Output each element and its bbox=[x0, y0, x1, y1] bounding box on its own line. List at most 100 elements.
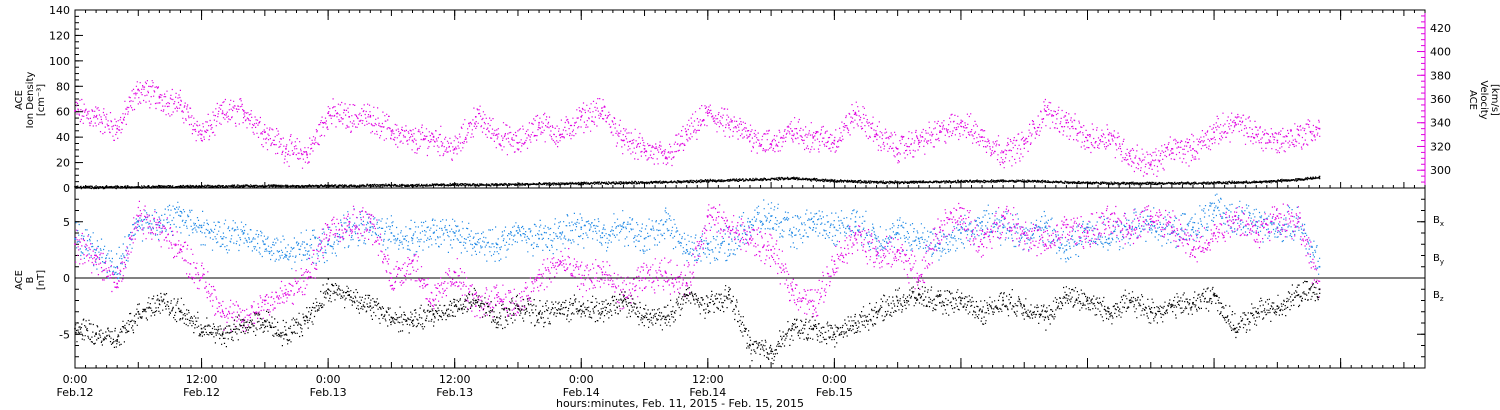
legend-bz-sub: z bbox=[1440, 295, 1444, 303]
velocity-point bbox=[1234, 121, 1236, 124]
velocity-point bbox=[1297, 133, 1300, 136]
x-time-label: 12:00 bbox=[186, 373, 218, 386]
bx-point bbox=[517, 305, 519, 307]
by-point bbox=[1276, 226, 1279, 229]
density-point bbox=[960, 180, 962, 182]
bx-point bbox=[812, 327, 815, 330]
bx-point bbox=[1297, 294, 1300, 296]
x-time-label: 0:00 bbox=[316, 373, 341, 386]
bx-point bbox=[327, 288, 329, 291]
by-point bbox=[116, 265, 118, 268]
velocity-axis-title: ACE bbox=[1467, 90, 1478, 110]
velocity-point bbox=[1023, 143, 1026, 145]
bz-point bbox=[158, 226, 161, 229]
density-point bbox=[496, 183, 498, 185]
by-point bbox=[1044, 226, 1047, 229]
velocity-point bbox=[664, 157, 667, 160]
velocity-tick-label: 380 bbox=[1430, 69, 1451, 82]
velocity-point bbox=[580, 116, 583, 118]
density-axis-title: [cm⁻³] bbox=[36, 84, 47, 116]
by-point bbox=[74, 237, 76, 240]
velocity-point bbox=[960, 121, 962, 124]
velocity-point bbox=[707, 112, 709, 115]
bz-point bbox=[242, 319, 245, 322]
velocity-point bbox=[685, 133, 688, 136]
bz-point bbox=[770, 249, 772, 251]
bz-point bbox=[896, 249, 899, 251]
bz-point bbox=[1171, 226, 1173, 229]
bx-point bbox=[200, 327, 203, 330]
by-point bbox=[411, 237, 414, 240]
bz-point bbox=[264, 299, 266, 302]
velocity-point bbox=[242, 110, 245, 112]
density-point bbox=[1171, 182, 1173, 184]
density-tick-label: 80 bbox=[56, 80, 70, 93]
velocity-tick-label: 420 bbox=[1430, 22, 1451, 35]
bx-point bbox=[559, 308, 561, 311]
by-point bbox=[306, 243, 308, 246]
bx-point bbox=[116, 339, 118, 341]
velocity-point bbox=[1086, 139, 1089, 142]
bz-point bbox=[685, 282, 688, 285]
by-point bbox=[242, 232, 245, 234]
x-date-label: Feb.13 bbox=[310, 386, 347, 399]
x-time-label: 0:00 bbox=[63, 373, 88, 386]
bx-point bbox=[770, 350, 772, 352]
density-point bbox=[664, 180, 667, 183]
bz-point bbox=[390, 277, 393, 279]
bx-point bbox=[643, 316, 646, 319]
density-point bbox=[369, 184, 372, 186]
bx-point bbox=[664, 316, 667, 319]
by-point bbox=[559, 232, 561, 234]
bz-point bbox=[1044, 243, 1047, 246]
bx-point bbox=[685, 294, 688, 296]
by-point bbox=[1255, 220, 1258, 223]
bx-point bbox=[369, 305, 372, 307]
bz-point bbox=[432, 299, 435, 302]
velocity-point bbox=[474, 116, 477, 118]
by-point bbox=[791, 232, 793, 234]
bz-point bbox=[474, 305, 477, 307]
by-point bbox=[939, 243, 941, 246]
legend-by: By bbox=[1433, 253, 1444, 266]
velocity-point bbox=[875, 133, 878, 136]
by-point bbox=[601, 232, 604, 234]
velocity-point bbox=[1276, 139, 1279, 142]
bz-point bbox=[1128, 226, 1131, 229]
velocity-point bbox=[896, 148, 899, 150]
velocity-point bbox=[791, 130, 793, 132]
bx-point bbox=[1234, 327, 1236, 330]
velocity-point bbox=[601, 110, 604, 112]
bx-point bbox=[1255, 310, 1258, 313]
bz-point bbox=[137, 215, 140, 217]
bz-point bbox=[791, 288, 793, 291]
bx-point bbox=[74, 327, 76, 330]
bz-point bbox=[981, 243, 983, 246]
by-point bbox=[453, 232, 456, 234]
velocity-point bbox=[1171, 148, 1173, 150]
x-date-label: Feb.13 bbox=[436, 386, 473, 399]
bz-point bbox=[854, 232, 857, 234]
bx-point bbox=[1128, 299, 1131, 302]
by-point bbox=[264, 243, 266, 246]
bx-point bbox=[896, 299, 899, 302]
velocity-point bbox=[1128, 155, 1131, 157]
velocity-point bbox=[981, 136, 983, 138]
density-tick-label: 100 bbox=[49, 55, 70, 68]
velocity-point bbox=[812, 136, 815, 138]
by-point bbox=[158, 220, 161, 223]
bx-point bbox=[1107, 310, 1110, 313]
by-point bbox=[517, 232, 519, 234]
density-tick-label: 20 bbox=[56, 157, 70, 170]
velocity-point bbox=[1149, 163, 1152, 166]
bz-point bbox=[601, 271, 604, 274]
bz-point bbox=[875, 254, 878, 257]
by-point bbox=[1213, 209, 1215, 212]
velocity-axis-title: [km/s] bbox=[1489, 84, 1500, 116]
bz-point bbox=[833, 260, 836, 262]
velocity-point bbox=[327, 112, 329, 115]
by-point bbox=[580, 226, 583, 229]
x-time-label: 0:00 bbox=[569, 373, 594, 386]
by-point bbox=[327, 243, 329, 246]
velocity-point bbox=[179, 104, 182, 106]
